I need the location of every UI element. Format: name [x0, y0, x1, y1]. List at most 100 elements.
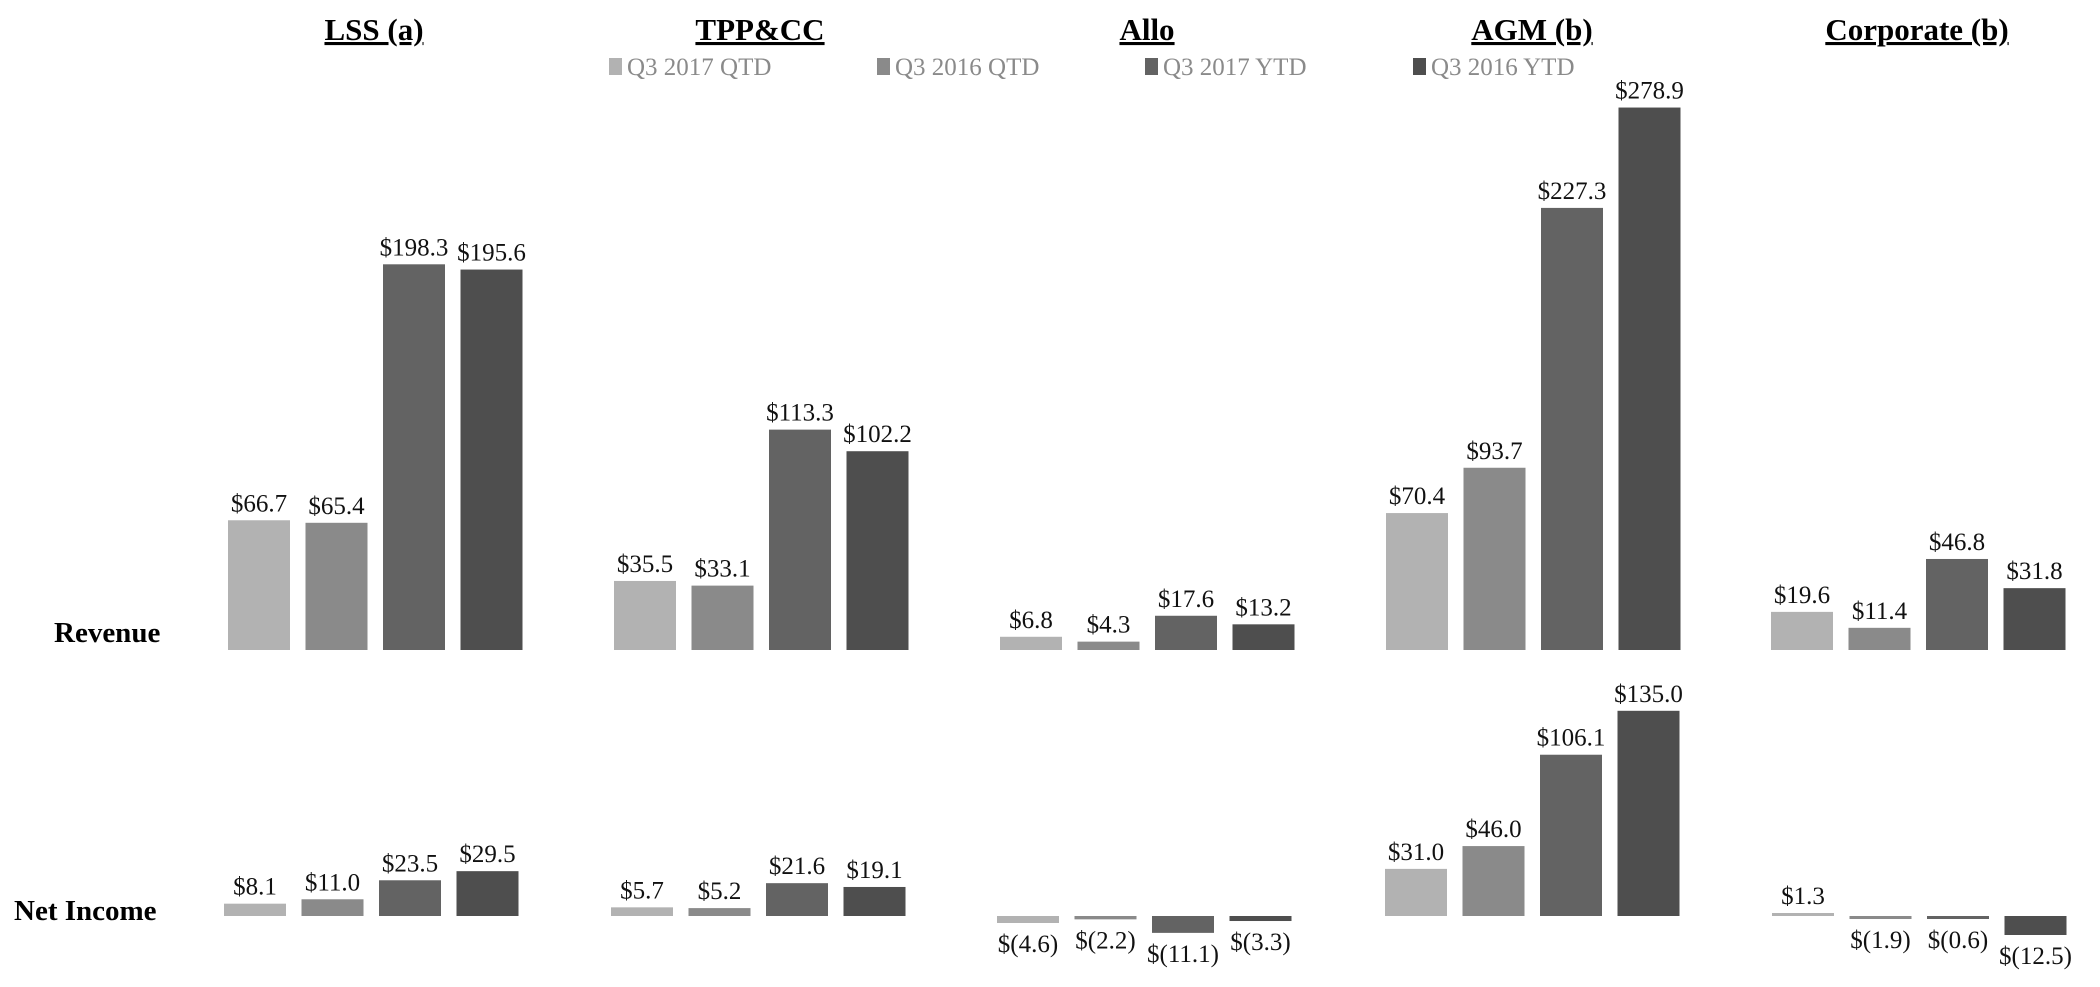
revenue-bar-tppcc-q3-2016-qtd-label: $33.1	[694, 556, 750, 583]
segment-title-tppcc: TPP&CC	[695, 12, 824, 47]
net-income-bar-agm-q3-2017-ytd	[1540, 754, 1602, 916]
revenue-bar-tppcc-q3-2016-qtd	[691, 585, 754, 650]
revenue-bar-corporate-q3-2016-ytd-label: $31.8	[2006, 558, 2062, 585]
net-income-bar-agm-q3-2016-ytd	[1617, 710, 1680, 916]
revenue-bar-allo-q3-2016-qtd-label: $4.3	[1087, 612, 1131, 639]
net-income-bar-allo-q3-2017-ytd-label: $(11.1)	[1147, 941, 1219, 968]
revenue-bar-lss-q3-2017-qtd	[228, 520, 290, 650]
net-income-bar-agm-q3-2016-ytd-label: $135.0	[1614, 681, 1683, 708]
legend-label-q3-2016-ytd: Q3 2016 YTD	[1431, 54, 1575, 81]
net-income-bar-lss-q3-2017-qtd-label: $8.1	[233, 874, 277, 901]
net-income-bar-tppcc-q3-2017-qtd	[611, 907, 673, 916]
net-income-bar-lss-q3-2016-ytd-label: $29.5	[459, 841, 515, 868]
revenue-bar-agm-q3-2016-ytd	[1618, 107, 1681, 651]
revenue-bar-lss-q3-2016-ytd-label: $195.6	[457, 240, 526, 267]
revenue-bar-tppcc-q3-2017-ytd-label: $113.3	[766, 400, 834, 427]
revenue-bar-allo-q3-2016-qtd	[1077, 641, 1140, 650]
net-income-bar-corporate-q3-2017-qtd-label: $1.3	[1781, 883, 1825, 910]
net-income-bar-tppcc-q3-2017-ytd	[766, 883, 828, 916]
revenue-bar-corporate-q3-2016-ytd	[2003, 588, 2066, 650]
legend-label-q3-2016-qtd: Q3 2016 QTD	[895, 54, 1039, 81]
legend-label-q3-2017-ytd: Q3 2017 YTD	[1163, 54, 1307, 81]
revenue-bar-allo-q3-2017-qtd-label: $6.8	[1009, 607, 1053, 634]
row-label-net-income: Net Income	[14, 895, 157, 927]
net-income-bar-tppcc-q3-2016-ytd	[843, 886, 906, 916]
net-income-bar-lss-q3-2017-ytd-label: $23.5	[382, 850, 438, 877]
net-income-bar-allo-q3-2017-qtd	[997, 916, 1059, 923]
revenue-bar-lss-q3-2016-qtd	[305, 522, 368, 650]
net-income-bars: $8.1 $11.0 $23.5 $29.5 $5.7 $5.2 $21.6 $19.1 $(4…	[224, 681, 2072, 970]
revenue-bar-allo-q3-2016-ytd-label: $13.2	[1235, 594, 1291, 621]
segment-title-corporate: Corporate (b)	[1825, 12, 2008, 47]
revenue-bar-agm-q3-2016-qtd-label: $93.7	[1466, 438, 1522, 465]
revenue-bar-corporate-q3-2016-qtd	[1848, 627, 1911, 650]
revenue-bar-corporate-q3-2017-ytd-label: $46.8	[1929, 529, 1985, 556]
net-income-bar-agm-q3-2017-qtd-label: $31.0	[1388, 839, 1444, 866]
legend: Q3 2017 QTD Q3 2016 QTD Q3 2017 YTD Q3 2…	[609, 54, 1575, 81]
net-income-bar-lss-q3-2017-qtd	[224, 903, 286, 916]
net-income-bar-tppcc-q3-2016-qtd-label: $5.2	[698, 878, 742, 905]
net-income-bar-agm-q3-2016-qtd	[1462, 846, 1525, 916]
revenue-bar-corporate-q3-2017-ytd	[1926, 558, 1988, 650]
revenue-bar-tppcc-q3-2016-ytd	[846, 451, 909, 650]
revenue-bar-lss-q3-2017-qtd-label: $66.7	[231, 490, 287, 517]
revenue-bar-tppcc-q3-2017-qtd	[614, 580, 676, 650]
net-income-bar-tppcc-q3-2017-ytd-label: $21.6	[769, 853, 825, 880]
revenue-bar-agm-q3-2016-qtd	[1463, 467, 1526, 650]
net-income-bar-agm-q3-2016-qtd-label: $46.0	[1465, 816, 1521, 843]
revenue-bars: $66.7 $65.4 $198.3 $195.6 $35.5 $33.1 $113.3 $1…	[228, 78, 2066, 651]
revenue-bar-agm-q3-2017-qtd-label: $70.4	[1389, 483, 1446, 510]
net-income-bar-corporate-q3-2017-qtd	[1772, 913, 1834, 916]
net-income-bar-allo-q3-2016-ytd-label: $(3.3)	[1230, 929, 1290, 956]
net-income-bar-lss-q3-2016-ytd	[456, 871, 519, 916]
revenue-bar-allo-q3-2017-ytd-label: $17.6	[1158, 586, 1214, 613]
net-income-bar-allo-q3-2016-ytd	[1229, 916, 1292, 922]
net-income-bar-corporate-q3-2016-ytd	[2004, 916, 2067, 935]
revenue-bar-agm-q3-2017-qtd	[1386, 513, 1448, 650]
legend-swatch-q3-2017-ytd	[1145, 58, 1158, 75]
revenue-bar-corporate-q3-2017-qtd-label: $19.6	[1774, 582, 1830, 609]
revenue-bar-tppcc-q3-2016-ytd-label: $102.2	[843, 421, 912, 448]
revenue-bar-allo-q3-2017-qtd	[1000, 636, 1062, 650]
revenue-bar-corporate-q3-2016-qtd-label: $11.4	[1852, 598, 1908, 625]
net-income-bar-agm-q3-2017-qtd	[1385, 868, 1447, 916]
net-income-bar-allo-q3-2016-qtd	[1074, 916, 1137, 920]
segment-title-allo: Allo	[1119, 12, 1174, 47]
net-income-bar-tppcc-q3-2016-qtd	[688, 908, 751, 916]
net-income-bar-lss-q3-2017-ytd	[379, 880, 441, 916]
revenue-bar-lss-q3-2017-ytd-label: $198.3	[380, 234, 449, 261]
revenue-bar-lss-q3-2016-qtd-label: $65.4	[308, 493, 365, 520]
revenue-bar-tppcc-q3-2017-qtd-label: $35.5	[617, 551, 673, 578]
revenue-bar-corporate-q3-2017-qtd	[1771, 611, 1833, 650]
revenue-bar-lss-q3-2016-ytd	[460, 269, 523, 650]
revenue-bar-agm-q3-2017-ytd	[1541, 207, 1603, 651]
net-income-bar-allo-q3-2016-qtd-label: $(2.2)	[1075, 927, 1135, 954]
net-income-bar-allo-q3-2017-ytd	[1152, 916, 1214, 933]
net-income-bar-tppcc-q3-2017-qtd-label: $5.7	[620, 877, 664, 904]
segment-title-lss: LSS (a)	[324, 12, 423, 47]
revenue-bar-lss-q3-2017-ytd	[383, 264, 445, 650]
revenue-bar-agm-q3-2017-ytd-label: $227.3	[1538, 178, 1607, 205]
revenue-bar-agm-q3-2016-ytd-label: $278.9	[1615, 78, 1684, 105]
net-income-bar-corporate-q3-2016-ytd-label: $(12.5)	[1999, 943, 2072, 970]
net-income-bar-corporate-q3-2017-ytd	[1927, 916, 1989, 919]
legend-label-q3-2017-qtd: Q3 2017 QTD	[627, 54, 771, 81]
net-income-bar-lss-q3-2016-qtd-label: $11.0	[305, 869, 360, 896]
revenue-bar-allo-q3-2017-ytd	[1155, 615, 1217, 650]
legend-swatch-q3-2017-qtd	[609, 58, 622, 75]
legend-swatch-q3-2016-qtd	[877, 58, 890, 75]
row-label-revenue: Revenue	[54, 617, 160, 649]
net-income-bar-tppcc-q3-2016-ytd-label: $19.1	[846, 857, 902, 884]
net-income-bar-corporate-q3-2016-qtd-label: $(1.9)	[1850, 927, 1910, 954]
revenue-bar-tppcc-q3-2017-ytd	[769, 429, 831, 650]
legend-swatch-q3-2016-ytd	[1413, 58, 1426, 75]
net-income-bar-lss-q3-2016-qtd	[301, 899, 364, 916]
segment-title-agm: AGM (b)	[1471, 12, 1592, 47]
revenue-bar-allo-q3-2016-ytd	[1232, 624, 1295, 650]
net-income-bar-corporate-q3-2017-ytd-label: $(0.6)	[1928, 927, 1988, 954]
net-income-bar-corporate-q3-2016-qtd	[1849, 916, 1912, 919]
net-income-bar-agm-q3-2017-ytd-label: $106.1	[1537, 725, 1606, 752]
net-income-bar-allo-q3-2017-qtd-label: $(4.6)	[998, 931, 1058, 958]
segment-titles: LSS (a) TPP&CC Allo AGM (b) Corporate (b…	[324, 12, 2008, 47]
